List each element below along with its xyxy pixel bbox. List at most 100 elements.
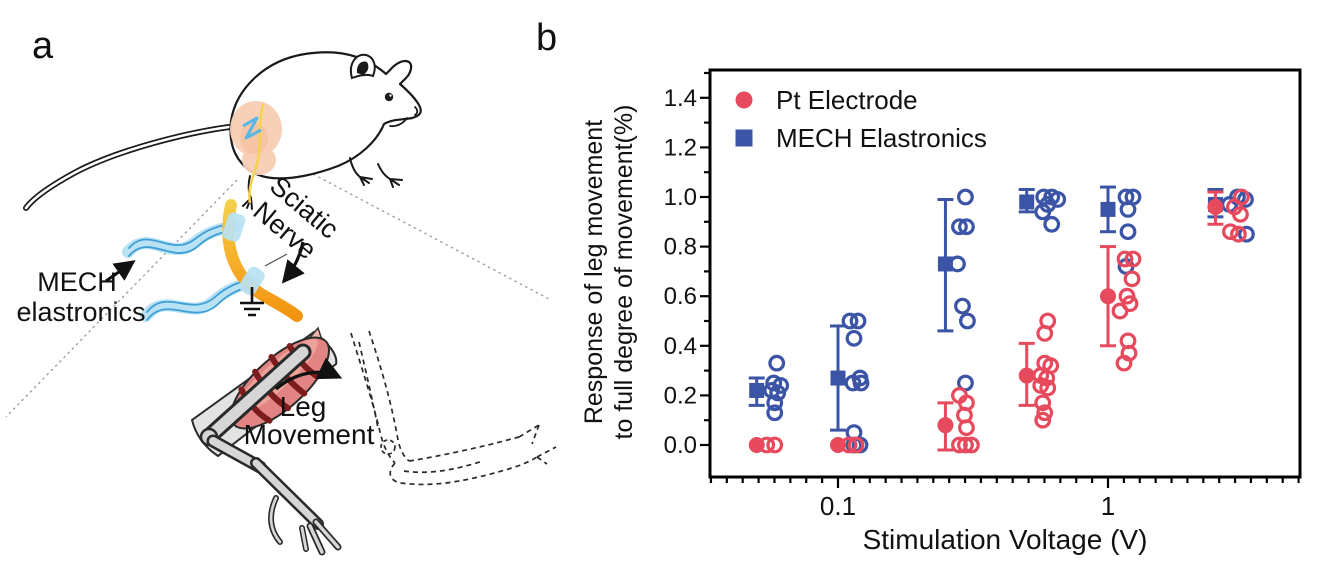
legend-marker (735, 129, 753, 147)
y-tick-labels: 0.0 0.2 0.4 0.6 0.8 1.0 1.2 1.4 (664, 85, 697, 459)
y-tick-label: 1.2 (664, 134, 697, 161)
rat-eye (384, 92, 394, 102)
hip-implant-highlight (230, 101, 282, 204)
mech-label-line1: MECH (37, 267, 117, 297)
mech-arrow (105, 260, 136, 283)
leg-label-line1: Leg (280, 391, 327, 422)
mean-marker-mech-elastronics (1019, 194, 1035, 210)
ground-symbol-icon (240, 287, 264, 317)
x-tick-labels: 0.1 1 (820, 491, 1115, 521)
data-point-pt-electrode (1232, 205, 1249, 223)
scatter-chart: b 0.00.20.40.60.81.01.21.40.1 1Stimulatio… (536, 17, 1302, 555)
y-tick-label: 0.8 (664, 234, 697, 261)
y-axis-title-line2: to full degree of movement(%) (610, 105, 638, 440)
leg-movement-arrow (274, 357, 343, 391)
data-point-mech-elastronics (841, 312, 859, 330)
data-point-pt-electrode (1115, 354, 1133, 372)
x-tick-label: 0.1 (820, 491, 856, 521)
mean-marker-mech-elastronics (937, 256, 953, 272)
electrode-wrap-patches (222, 212, 265, 296)
data-point-mech-elastronics (766, 404, 784, 422)
data-point-pt-electrode (1222, 223, 1239, 241)
data-point-mech-elastronics (769, 384, 787, 402)
mean-marker-pt-electrode (1018, 367, 1035, 384)
data-point-pt-electrode (1123, 270, 1141, 288)
panel-a-annotations: MECH elastronics Sciatic Nerve Leg Movem… (16, 170, 374, 450)
data-point-pt-electrode (1036, 404, 1054, 422)
mean-marker-mech-elastronics (1100, 201, 1116, 217)
mean-marker-pt-electrode (937, 417, 954, 434)
data-point-pt-electrode (957, 436, 974, 454)
data-point-mech-elastronics (1238, 225, 1255, 243)
data-point-mech-elastronics (958, 218, 975, 236)
y-tick-label: 0.0 (664, 432, 697, 459)
data-point-pt-electrode (1124, 250, 1142, 268)
panel-a-label: a (32, 25, 54, 67)
legend-label: Pt Electrode (776, 85, 918, 115)
data-point-pt-electrode (1111, 302, 1129, 320)
mech-label-line2: elastronics (16, 297, 145, 327)
legend-marker (735, 91, 753, 109)
mean-marker-pt-electrode (1100, 288, 1116, 305)
series-pt-electrode (748, 188, 1250, 454)
plot-frame (708, 68, 1302, 479)
mean-marker-mech-elastronics (749, 382, 765, 398)
data-point-mech-elastronics (954, 297, 971, 315)
legend-label: MECH Elastronics (776, 123, 987, 153)
x-axis-ticks (709, 477, 1300, 488)
panel-a-illustration: a (5, 25, 557, 556)
data-point-mech-elastronics (951, 218, 968, 236)
y-tick-label: 0.2 (664, 382, 697, 409)
leg-illustration (190, 326, 342, 556)
data-point-pt-electrode (958, 419, 975, 437)
data-point-pt-electrode (1034, 394, 1052, 412)
implant-in-rat (242, 116, 262, 140)
mean-marker-pt-electrode (1207, 198, 1224, 215)
data-point-pt-electrode (766, 436, 784, 454)
panel-b-label: b (536, 17, 557, 59)
mean-marker-pt-electrode (830, 437, 846, 453)
data-point-pt-electrode (1034, 411, 1052, 429)
data-point-pt-electrode (1039, 379, 1057, 397)
chart-root: 0.00.20.40.60.81.01.21.40.1 1Stimulation … (580, 68, 1302, 555)
data-point-mech-elastronics (852, 374, 870, 392)
y-axis-title-line1: Response of leg movement (580, 120, 608, 424)
x-axis-title: Stimulation Voltage (V) (863, 524, 1148, 555)
data-point-mech-elastronics (957, 188, 974, 206)
rat-illustration (23, 51, 422, 211)
rat-tail (23, 124, 232, 211)
data-point-pt-electrode (951, 436, 968, 454)
data-point-mech-elastronics (959, 312, 976, 330)
data-point-mech-elastronics (849, 312, 867, 330)
data-point-pt-electrode (1036, 325, 1054, 342)
data-point-mech-elastronics (1034, 203, 1052, 221)
mean-marker-pt-electrode (748, 437, 765, 453)
y-tick-label: 0.4 (664, 333, 697, 360)
data-point-pt-electrode (847, 436, 865, 454)
leg-label-line2: Movement (244, 419, 375, 450)
sciatic-arrow (281, 241, 305, 284)
data-point-pt-electrode (1116, 250, 1134, 268)
data-point-mech-elastronics (1119, 223, 1137, 241)
data-point-pt-electrode (963, 436, 980, 454)
x-tick-label: 1 (1101, 491, 1115, 521)
dashed-leg-outline (350, 330, 557, 486)
series-mech-elastronics (748, 185, 1255, 454)
rat-front-paw (349, 157, 373, 186)
y-tick-label: 1.0 (664, 184, 697, 211)
rat-hind-paw (242, 175, 253, 210)
data-point-mech-elastronics (1043, 215, 1061, 233)
leg-bones (199, 343, 342, 556)
mean-marker-mech-elastronics (830, 370, 846, 386)
data-point-mech-elastronics (845, 329, 863, 347)
legend-item-mech-elastronics: MECH Elastronics (735, 123, 987, 153)
y-axis-ticks (700, 71, 710, 447)
sciatic-nerve-label: Sciatic Nerve (248, 170, 345, 265)
data-point-pt-electrode (1230, 225, 1247, 243)
data-point-mech-elastronics (1119, 200, 1137, 218)
nerve-in-rat (248, 103, 265, 204)
legend-item-pt-electrode: Pt Electrode (735, 85, 918, 115)
zoom-indicator-lines (5, 173, 550, 418)
rat-front-paw (377, 163, 403, 188)
